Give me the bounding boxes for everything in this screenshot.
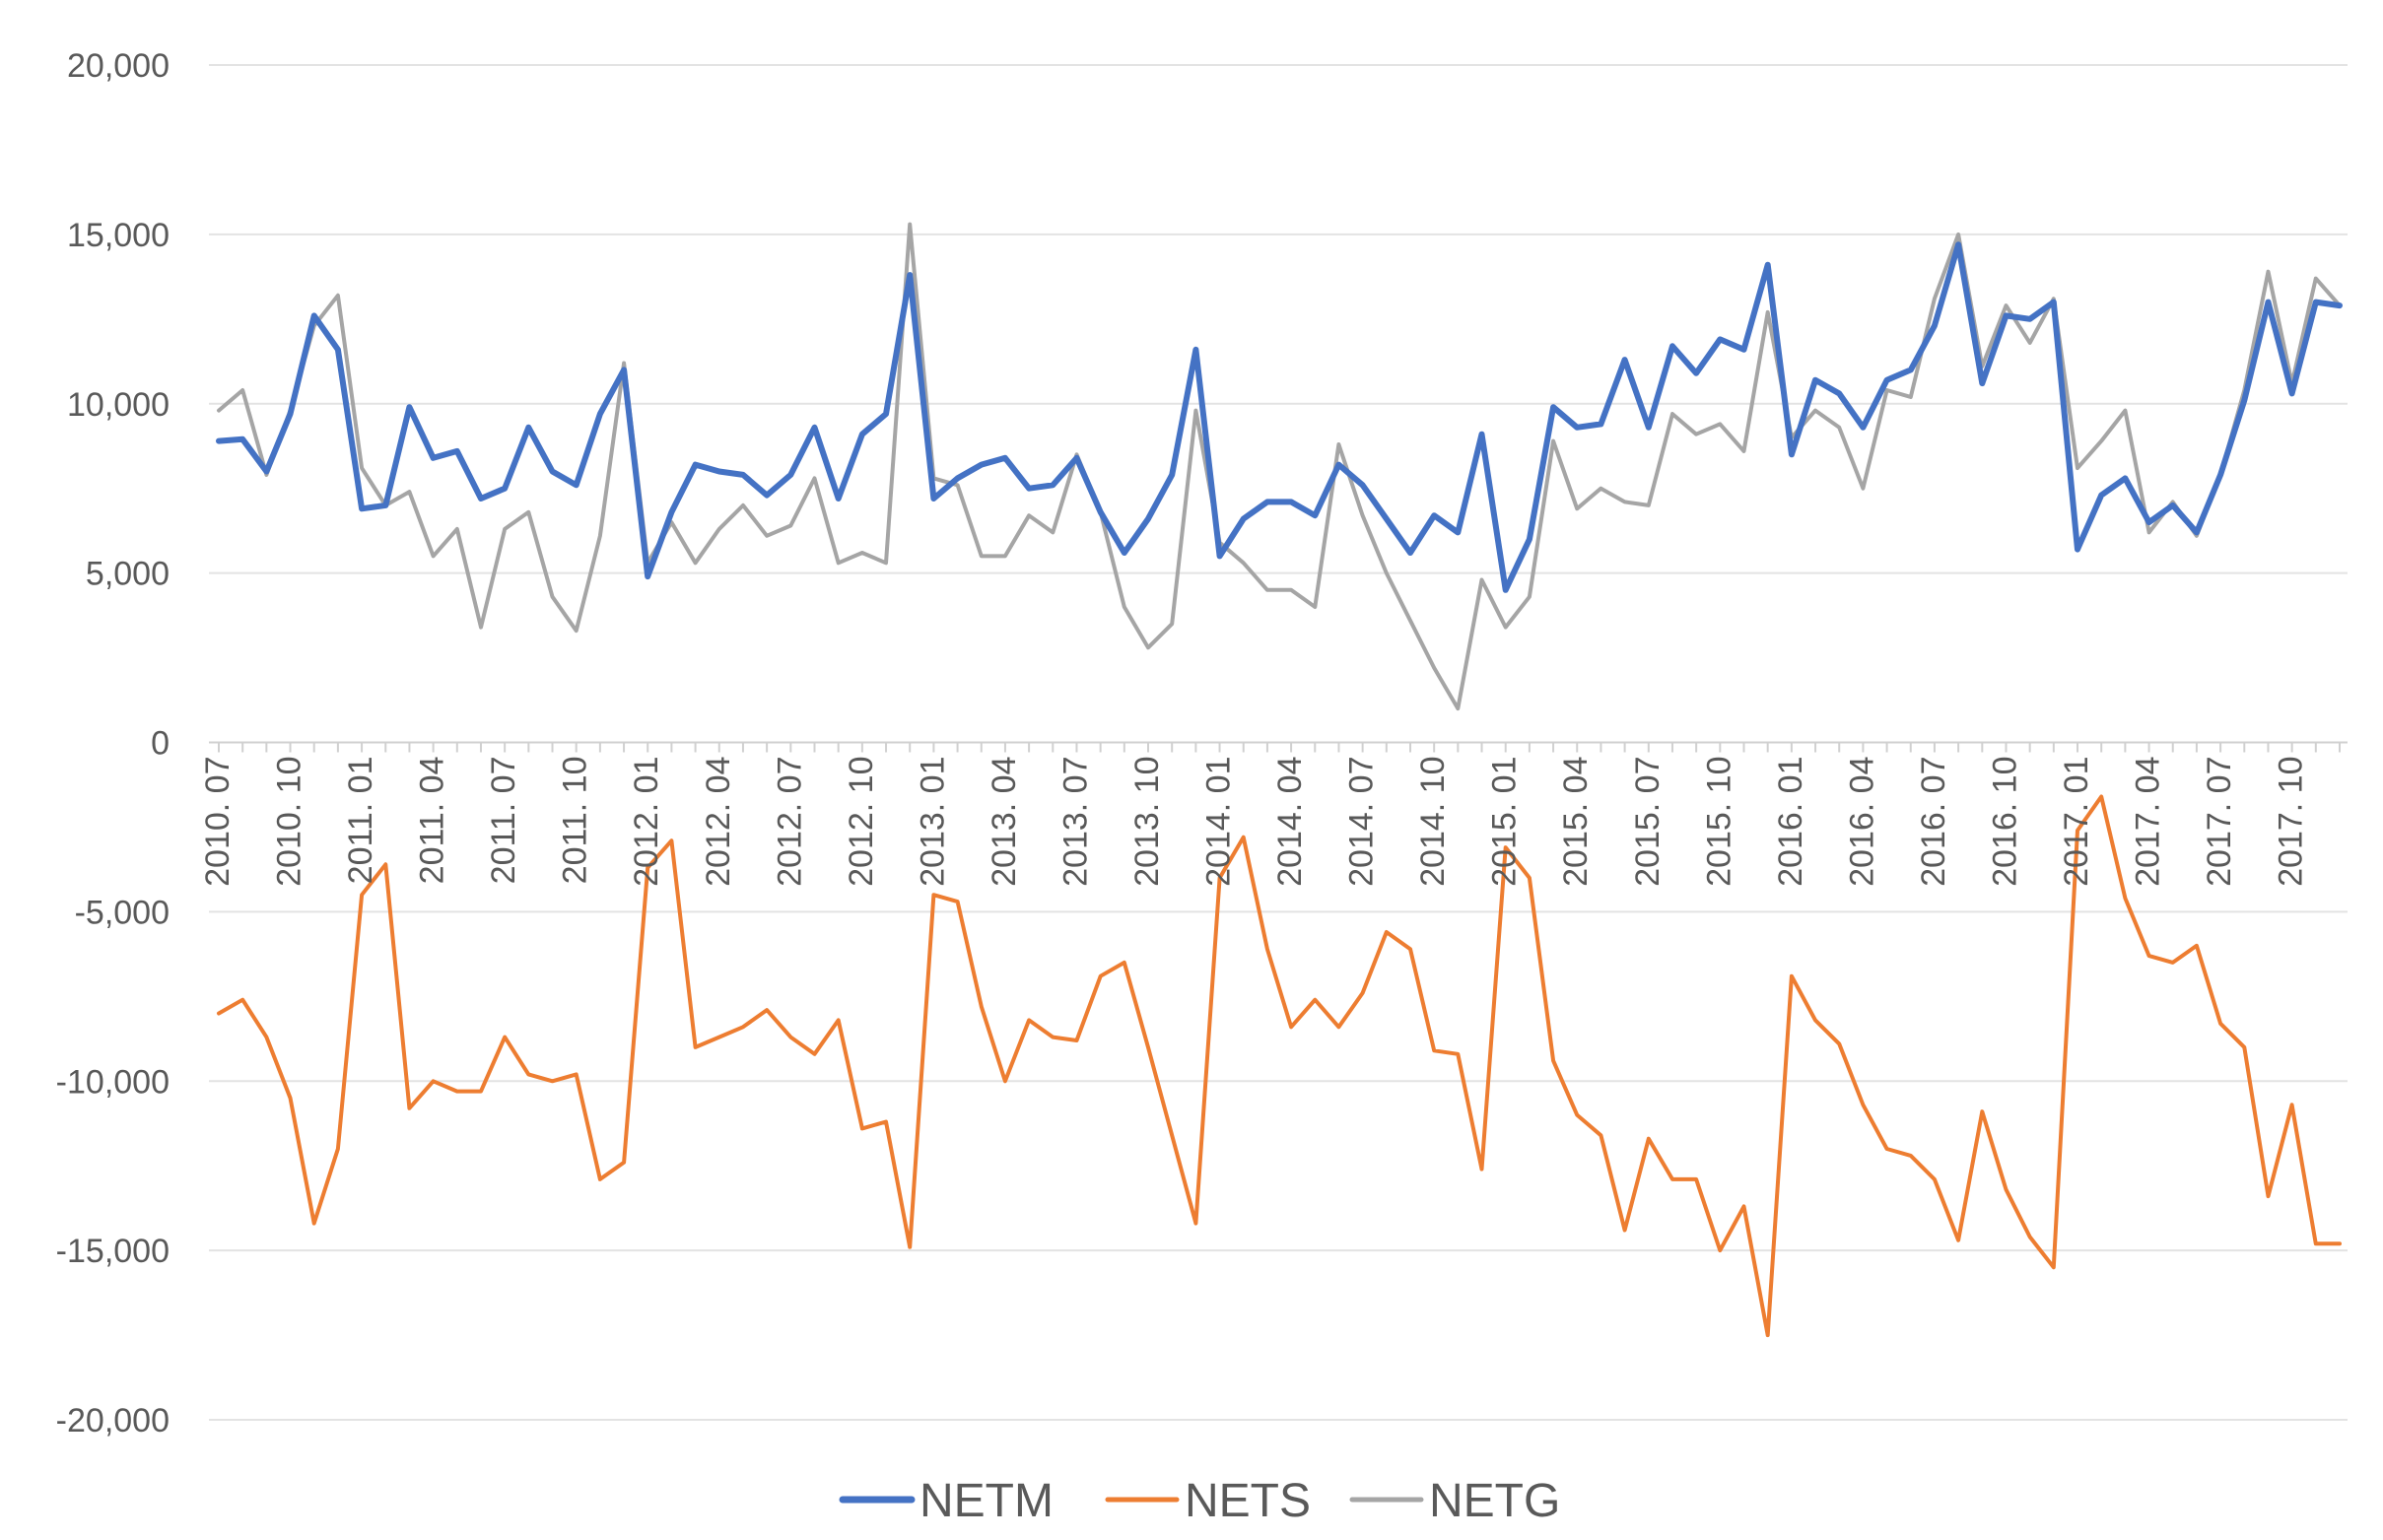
x-tick-label: 2017. 07 [2201,757,2238,887]
series-line-netm [216,241,2343,593]
y-tick-label: -15,000 [56,1233,170,1270]
x-tick-label: 2017. 10 [2273,757,2310,887]
x-tick-label: 2012. 01 [628,757,665,887]
x-tick-label: 2013. 04 [986,757,1023,887]
y-tick-label: 15,000 [67,217,170,254]
x-axis-tick-marks [218,742,2341,753]
x-tick-label: 2017. 04 [2130,757,2167,887]
y-tick-label: 20,000 [67,47,170,85]
gridlines [209,64,2348,1421]
y-axis-tick-labels: 20,000 15,000 10,000 5,000 0 -5,000 -10,000 -15… [56,47,170,1440]
y-tick-label: 10,000 [67,386,170,424]
y-tick-label: -10,000 [56,1063,170,1101]
legend: NETM NETS NETG [839,1475,1560,1527]
x-tick-label: 2010. 10 [271,757,308,887]
legend-label-netg: NETG [1429,1475,1560,1527]
x-tick-label: 2016. 07 [1915,757,1952,887]
x-tick-label: 2012. 04 [700,757,737,887]
x-tick-label: 2015. 07 [1629,757,1667,887]
y-tick-label: 0 [151,725,170,763]
series-lines [216,222,2343,1338]
y-tick-label: -5,000 [75,894,170,931]
series-line-nets [217,794,2342,1338]
x-tick-label: 2016. 04 [1843,757,1880,887]
x-tick-label: 2014. 10 [1414,757,1452,887]
x-tick-label: 2011. 07 [485,757,522,885]
x-tick-label: 2013. 10 [1128,757,1166,887]
x-tick-label: 2011. 01 [342,757,379,885]
x-tick-label: 2014. 07 [1343,757,1381,887]
series-line-netg [217,222,2342,711]
x-tick-label: 2013. 01 [914,757,951,887]
x-tick-label: 2016. 10 [1986,757,2023,887]
x-tick-label: 2016. 01 [1772,757,1809,887]
x-tick-label: 2015. 01 [1486,757,1524,887]
x-tick-label: 2014. 04 [1271,757,1309,887]
x-axis-tick-labels: 2010. 07 2010. 10 2011. 01 2011. 04 2011. 07… [199,757,2310,887]
x-tick-label: 2015. 10 [1700,757,1737,887]
x-tick-label: 2011. 04 [414,757,451,885]
y-tick-label: -20,000 [56,1402,170,1440]
x-tick-label: 2012. 10 [843,757,880,887]
legend-label-nets: NETS [1185,1475,1311,1527]
x-tick-label: 2014. 01 [1200,757,1238,887]
x-tick-label: 2010. 07 [199,757,237,887]
legend-label-netm: NETM [919,1475,1054,1527]
x-tick-label: 2011. 10 [557,757,594,885]
y-tick-label: 5,000 [86,556,170,593]
x-tick-label: 2012. 07 [771,757,808,887]
x-tick-label: 2017. 01 [2058,757,2095,887]
x-tick-label: 2013. 07 [1056,757,1094,887]
x-tick-label: 2015. 04 [1557,757,1595,887]
